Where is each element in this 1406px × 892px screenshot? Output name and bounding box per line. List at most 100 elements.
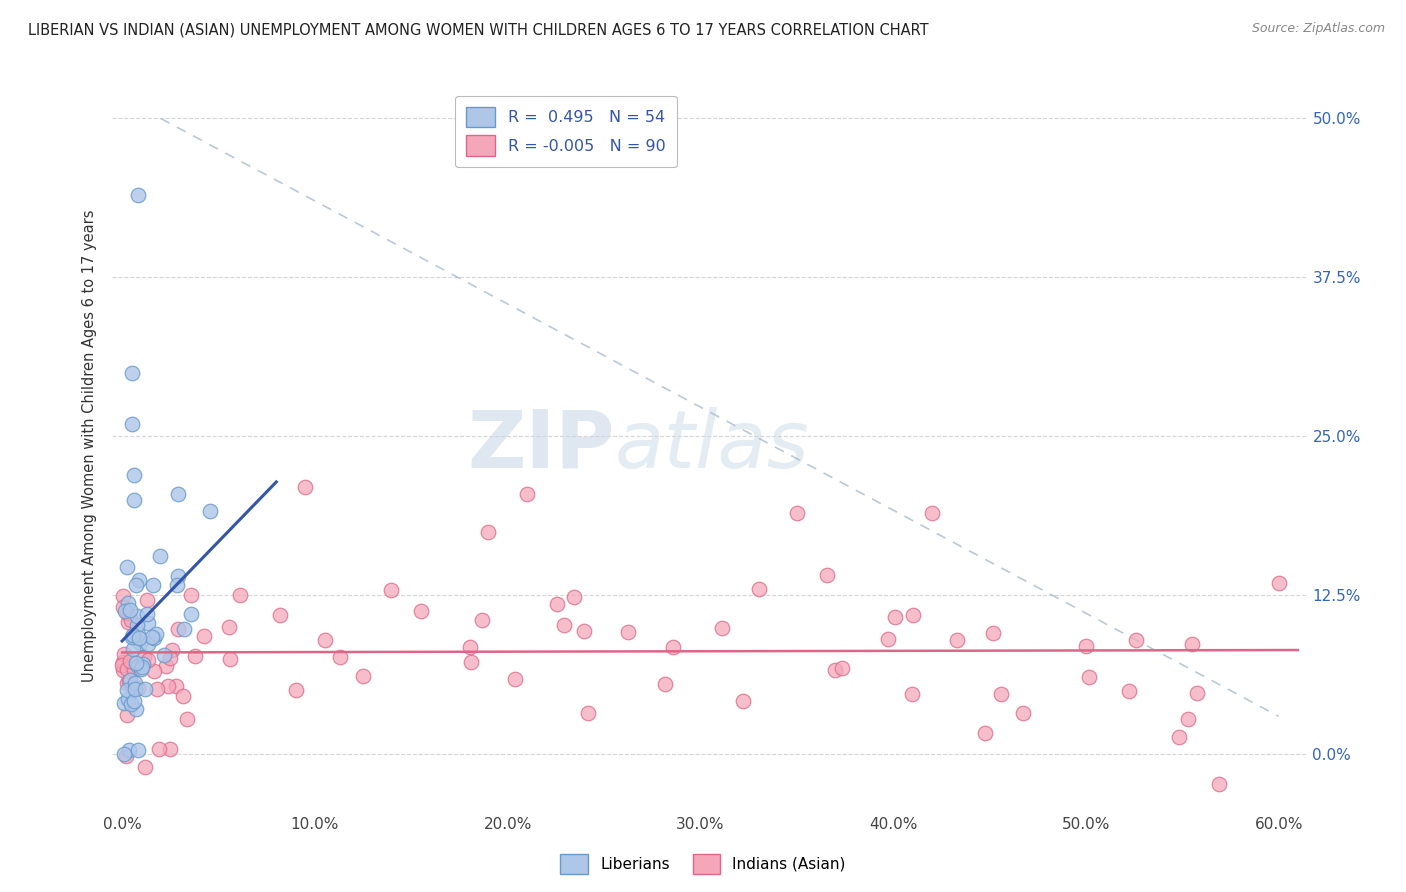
Point bbox=[114, 604, 136, 618]
Point bbox=[1185, 686, 1208, 700]
Point bbox=[124, 676, 146, 690]
Point bbox=[229, 588, 252, 602]
Point bbox=[127, 608, 149, 623]
Point bbox=[118, 673, 141, 688]
Point bbox=[129, 635, 152, 649]
Point bbox=[157, 679, 180, 693]
Point bbox=[112, 647, 135, 661]
Point bbox=[165, 679, 187, 693]
Point bbox=[662, 640, 685, 654]
Point bbox=[546, 597, 568, 611]
Point bbox=[121, 641, 143, 656]
Point bbox=[458, 640, 481, 654]
Point bbox=[1208, 776, 1230, 790]
Point bbox=[142, 578, 165, 592]
Point bbox=[115, 559, 138, 574]
Text: atlas: atlas bbox=[614, 407, 810, 485]
Point bbox=[166, 578, 188, 592]
Point bbox=[117, 606, 139, 620]
Point bbox=[824, 663, 846, 677]
Point bbox=[131, 660, 153, 674]
Point bbox=[218, 651, 240, 665]
Point bbox=[921, 506, 943, 520]
Point bbox=[136, 616, 159, 631]
Point bbox=[127, 658, 149, 673]
Point bbox=[173, 622, 195, 636]
Point bbox=[1076, 639, 1098, 653]
Point bbox=[166, 487, 188, 501]
Point bbox=[120, 614, 142, 628]
Point bbox=[120, 654, 142, 668]
Point bbox=[112, 747, 135, 762]
Point bbox=[167, 622, 190, 636]
Point bbox=[1078, 670, 1101, 684]
Point bbox=[117, 615, 139, 629]
Point bbox=[183, 649, 205, 664]
Point bbox=[1125, 633, 1147, 648]
Point bbox=[269, 608, 291, 623]
Point bbox=[134, 760, 156, 774]
Point bbox=[132, 657, 155, 672]
Point bbox=[145, 682, 167, 697]
Point bbox=[409, 604, 432, 618]
Point bbox=[134, 681, 156, 696]
Point bbox=[553, 618, 575, 632]
Point bbox=[145, 627, 167, 641]
Point bbox=[135, 607, 157, 621]
Point bbox=[112, 663, 135, 677]
Point bbox=[733, 694, 755, 708]
Point bbox=[176, 712, 198, 726]
Point bbox=[112, 589, 135, 603]
Point bbox=[1012, 706, 1035, 721]
Point bbox=[122, 664, 145, 678]
Point bbox=[460, 656, 482, 670]
Point bbox=[127, 681, 149, 695]
Point bbox=[118, 742, 141, 756]
Point bbox=[983, 625, 1005, 640]
Point bbox=[117, 596, 139, 610]
Point bbox=[180, 588, 202, 602]
Point bbox=[121, 366, 143, 380]
Point bbox=[831, 661, 853, 675]
Point bbox=[111, 657, 134, 672]
Point bbox=[990, 687, 1012, 701]
Point bbox=[111, 655, 134, 669]
Point bbox=[127, 743, 149, 757]
Point bbox=[1167, 731, 1189, 745]
Point bbox=[218, 620, 240, 634]
Point bbox=[576, 706, 599, 720]
Point bbox=[141, 630, 163, 644]
Point bbox=[1177, 712, 1199, 726]
Point bbox=[117, 661, 139, 675]
Point bbox=[112, 599, 135, 614]
Point bbox=[148, 742, 170, 756]
Point bbox=[883, 609, 905, 624]
Point bbox=[121, 630, 143, 644]
Point bbox=[503, 673, 526, 687]
Point bbox=[125, 617, 148, 632]
Point bbox=[132, 650, 155, 665]
Point bbox=[477, 524, 499, 539]
Point bbox=[471, 613, 494, 627]
Point bbox=[143, 631, 166, 645]
Point bbox=[128, 574, 150, 588]
Point bbox=[122, 681, 145, 695]
Text: ZIP: ZIP bbox=[467, 407, 614, 485]
Point bbox=[748, 582, 770, 596]
Point bbox=[125, 657, 148, 671]
Point bbox=[149, 549, 172, 563]
Point bbox=[901, 687, 924, 701]
Point bbox=[122, 629, 145, 643]
Point bbox=[200, 504, 222, 518]
Point bbox=[127, 187, 149, 202]
Point bbox=[162, 643, 184, 657]
Point bbox=[125, 701, 148, 715]
Point bbox=[121, 628, 143, 642]
Point bbox=[284, 683, 307, 698]
Point bbox=[142, 664, 165, 678]
Point bbox=[572, 624, 595, 639]
Point bbox=[654, 677, 676, 691]
Point bbox=[901, 607, 924, 622]
Point bbox=[945, 633, 967, 648]
Point bbox=[153, 648, 176, 662]
